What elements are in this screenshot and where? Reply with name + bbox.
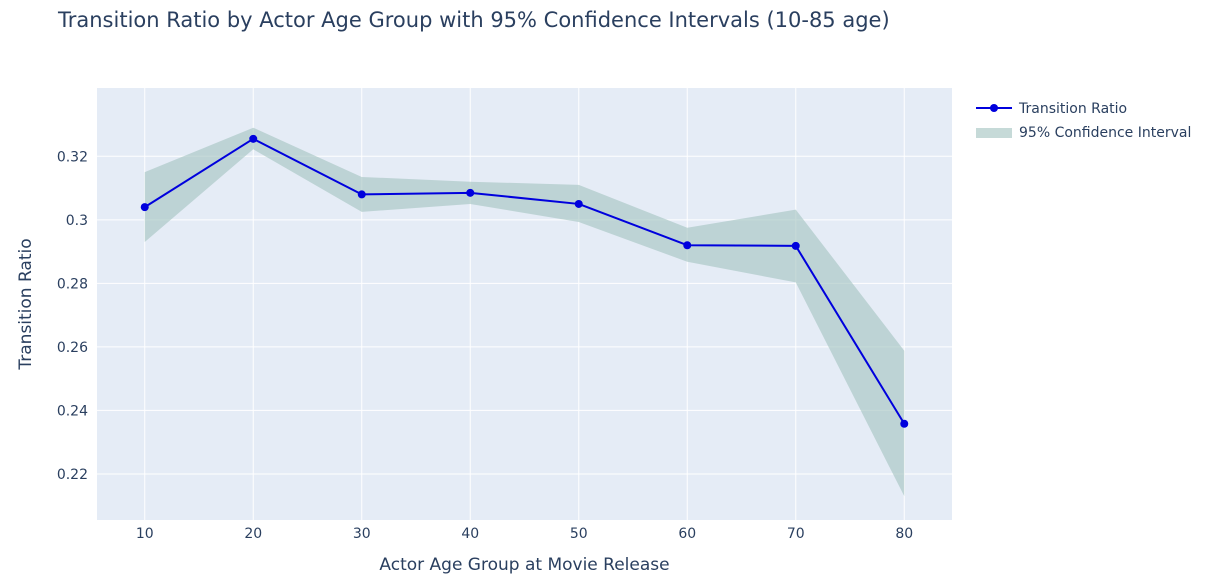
y-tick-label: 0.3 <box>66 213 88 229</box>
transition-ratio-point[interactable] <box>900 419 909 428</box>
transition-ratio-point[interactable] <box>466 188 475 197</box>
transition-ratio-point[interactable] <box>357 190 366 199</box>
legend-label-transition-ratio: Transition Ratio <box>1018 101 1127 117</box>
x-tick-label: 20 <box>244 526 262 542</box>
transition-ratio-point[interactable] <box>683 241 692 250</box>
legend-label-confidence-interval: 95% Confidence Interval <box>1019 125 1191 141</box>
series-line-layer <box>140 134 909 428</box>
y-tick-label: 0.22 <box>57 467 88 483</box>
y-axis-ticks: 0.22 0.24 0.26 0.28 0.3 0.32 <box>57 149 88 483</box>
x-axis-ticks: 10 20 30 40 50 60 70 80 <box>136 526 913 542</box>
y-tick-label: 0.24 <box>57 403 88 419</box>
transition-ratio-point[interactable] <box>249 134 258 143</box>
transition-ratio-point[interactable] <box>791 241 800 250</box>
legend-item-transition-ratio[interactable]: Transition Ratio <box>976 101 1127 117</box>
y-tick-label: 0.32 <box>57 149 88 165</box>
chart-title: Transition Ratio by Actor Age Group with… <box>57 8 890 32</box>
x-tick-label: 30 <box>353 526 371 542</box>
x-axis-title: Actor Age Group at Movie Release <box>379 555 669 575</box>
x-tick-label: 40 <box>461 526 479 542</box>
y-axis-title: Transition Ratio <box>16 238 36 370</box>
transition-ratio-point[interactable] <box>140 203 149 212</box>
x-tick-label: 60 <box>678 526 696 542</box>
legend: Transition Ratio 95% Confidence Interval <box>976 101 1191 141</box>
x-tick-label: 70 <box>787 526 805 542</box>
legend-marker-swatch <box>990 104 998 112</box>
y-tick-label: 0.26 <box>57 340 88 356</box>
legend-band-swatch <box>976 128 1012 138</box>
legend-item-confidence-interval[interactable]: 95% Confidence Interval <box>976 125 1191 141</box>
confidence-interval-band <box>144 127 905 497</box>
confidence-band-layer <box>144 127 905 497</box>
y-tick-label: 0.28 <box>57 276 88 292</box>
x-tick-label: 50 <box>570 526 588 542</box>
grid-layer <box>97 88 952 520</box>
x-tick-label: 10 <box>136 526 154 542</box>
x-tick-label: 80 <box>895 526 913 542</box>
transition-ratio-point[interactable] <box>574 199 583 208</box>
transition-ratio-line <box>144 137 906 425</box>
